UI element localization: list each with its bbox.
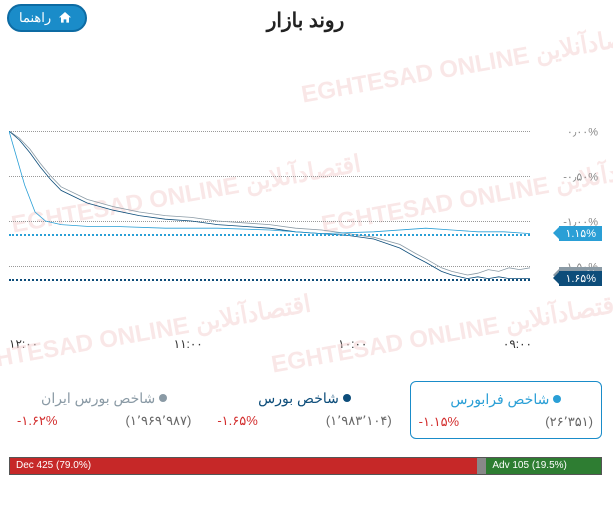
x-tick-label: ۰۹:۰۰ xyxy=(504,337,533,351)
dec-label: Dec 425 (79.0%) xyxy=(17,460,92,471)
legend-value: (۱٬۹۶۹٬۹۸۷) xyxy=(127,413,193,429)
x-tick-label: ۱۲:۰۰ xyxy=(10,337,39,351)
end-reference-line xyxy=(10,279,531,281)
legend-values: -۱.۱۵% (۲۶٬۳۵۱) xyxy=(420,414,594,430)
chart-lines xyxy=(10,131,531,311)
adv-dec-bar: Dec 425 (79.0%) Adv 105 (19.5%) xyxy=(10,457,603,475)
chart: ۰٫۰۰%-۰٫۵۰%-۱٫۰۰%-۱٫۵۰% ۱.۱۵%۱.۶۲%۱.۶۵% xyxy=(10,131,603,331)
help-button[interactable]: راهنما xyxy=(8,4,88,32)
chart-x-axis: ۰۹:۰۰ ۱۰:۰۰ ۱۱:۰۰ ۱۲:۰۰ xyxy=(10,331,533,351)
x-tick-label: ۱۰:۰۰ xyxy=(339,337,368,351)
help-label: راهنما xyxy=(20,10,52,26)
legend-series-name: شاخص فرابورس xyxy=(451,391,562,408)
legend-value: (۱٬۹۸۳٬۱۰۴) xyxy=(327,413,393,429)
legend-dot-icon xyxy=(160,394,168,402)
end-value-badge: ۱.۱۵% xyxy=(560,226,603,241)
legend-card[interactable]: شاخص بورس-۱.۶۵% (۱٬۹۸۳٬۱۰۴) xyxy=(210,381,400,439)
x-tick-label: ۱۱:۰۰ xyxy=(175,337,204,351)
header: روند بازار راهنما xyxy=(0,0,613,41)
legend-change: -۱.۶۲% xyxy=(18,413,58,429)
legend-values: -۱.۶۲% (۱٬۹۶۹٬۹۸۷) xyxy=(18,413,192,429)
dec-segment: Dec 425 (79.0%) xyxy=(10,457,478,475)
legend-card[interactable]: شاخص فرابورس -۱.۱۵% (۲۶٬۳۵۱) xyxy=(411,381,603,439)
chart-plot-area: ۰٫۰۰%-۰٫۵۰%-۱٫۰۰%-۱٫۵۰% xyxy=(10,131,531,311)
legend-series-name: شاخص بورس ایران xyxy=(42,390,168,407)
legend-series-name: شاخص بورس xyxy=(259,390,352,407)
end-value-badge: ۱.۶۵% xyxy=(560,271,603,286)
y-tick-label: ۰٫۰۰% xyxy=(568,126,599,139)
adv-label: Adv 105 (19.5%) xyxy=(493,460,568,471)
home-icon xyxy=(58,10,74,26)
legend-value: (۲۶٬۳۵۱) xyxy=(546,414,594,430)
legend: شاخص فرابورس-۱.۱۵%(۲۶٬۳۵۱)شاخص بورس-۱.۶۵… xyxy=(10,381,603,439)
legend-change: -۱.۱۵% xyxy=(420,414,460,430)
unch-segment xyxy=(478,457,487,475)
legend-values: -۱.۶۵% (۱٬۹۸۳٬۱۰۴) xyxy=(218,413,392,429)
legend-change: -۱.۶۵% xyxy=(218,413,258,429)
end-reference-line xyxy=(10,234,531,236)
legend-dot-icon xyxy=(554,395,562,403)
legend-dot-icon xyxy=(344,394,352,402)
page-title: روند بازار xyxy=(268,8,345,33)
legend-card[interactable]: شاخص بورس ایران -۱.۶۲% (۱٬۹۶۹٬۹۸۷) xyxy=(10,381,200,439)
y-tick-label: -۰٫۵۰% xyxy=(564,171,599,184)
adv-segment: Adv 105 (19.5%) xyxy=(487,457,603,475)
